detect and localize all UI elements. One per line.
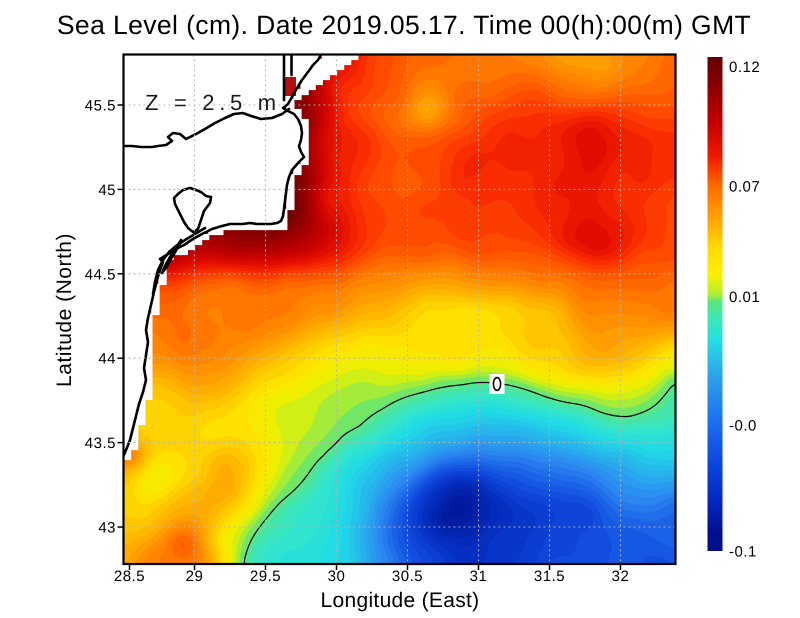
svg-text:Z = 2.5 m: Z = 2.5 m: [145, 90, 281, 115]
svg-text:0.01: 0.01: [729, 289, 760, 306]
svg-text:45: 45: [98, 182, 116, 199]
svg-text:29: 29: [186, 568, 204, 585]
svg-text:Sea Level (cm). Date 2019.05.1: Sea Level (cm). Date 2019.05.17. Time 00…: [57, 10, 751, 40]
svg-text:0.12: 0.12: [729, 59, 760, 76]
svg-text:30.5: 30.5: [392, 568, 423, 585]
svg-text:31.5: 31.5: [534, 568, 565, 585]
svg-text:30: 30: [328, 568, 346, 585]
svg-text:-0.0: -0.0: [729, 417, 757, 434]
svg-text:Longitude (East): Longitude (East): [321, 589, 480, 612]
svg-text:43: 43: [98, 519, 116, 536]
svg-text:29.5: 29.5: [250, 568, 281, 585]
svg-text:31: 31: [470, 568, 488, 585]
svg-text:43.5: 43.5: [85, 435, 116, 452]
svg-text:Latitude (North): Latitude (North): [53, 233, 76, 387]
svg-text:44: 44: [98, 351, 116, 368]
svg-text:32: 32: [612, 568, 630, 585]
svg-text:45.5: 45.5: [85, 97, 116, 114]
svg-text:0.07: 0.07: [729, 178, 760, 195]
svg-text:28.5: 28.5: [114, 568, 145, 585]
svg-text:44.5: 44.5: [85, 266, 116, 283]
svg-text:-0.1: -0.1: [729, 543, 757, 560]
